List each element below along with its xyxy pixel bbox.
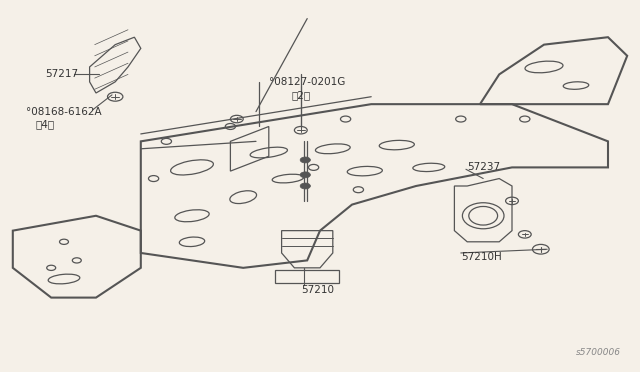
Circle shape [300,183,310,189]
Text: °08127-0201G: °08127-0201G [269,77,345,87]
Text: 57217: 57217 [45,70,78,79]
Text: s5700006: s5700006 [576,348,621,357]
Circle shape [300,157,310,163]
Text: 〈4〉: 〈4〉 [35,120,54,129]
Text: 〈2〉: 〈2〉 [291,90,310,100]
Circle shape [300,172,310,178]
Text: 57210: 57210 [301,285,334,295]
Text: 57237: 57237 [467,163,500,172]
Text: 57210H: 57210H [461,252,502,262]
Text: °08168-6162A: °08168-6162A [26,107,101,116]
